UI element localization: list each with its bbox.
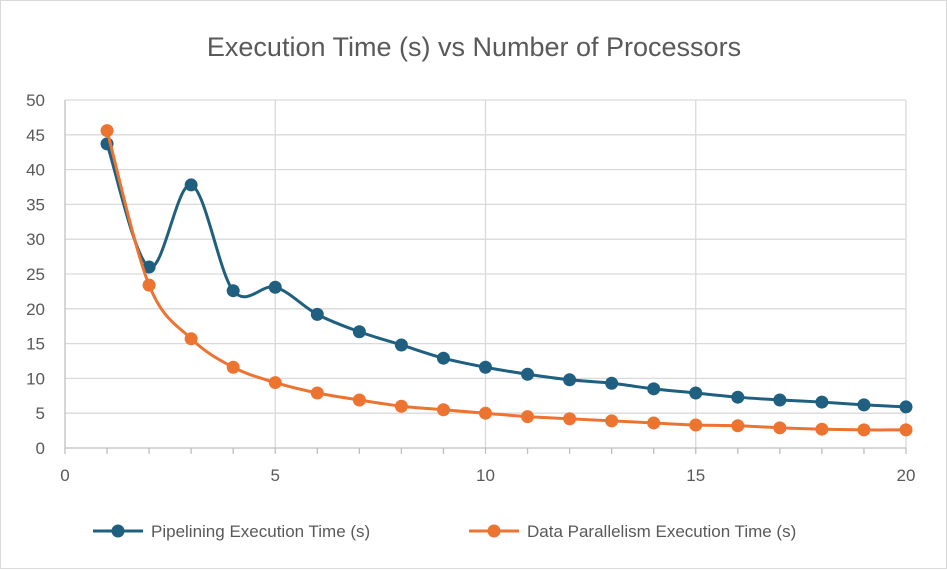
data-point-0 [815,395,829,409]
data-point-1 [899,423,913,437]
data-point-1 [394,399,408,413]
series-lines [100,124,913,437]
data-point-1 [605,414,619,428]
data-point-0 [605,376,619,390]
data-point-1 [352,393,366,407]
x-tick-label: 5 [271,466,280,485]
y-tick-label: 45 [26,126,45,145]
data-point-0 [689,386,703,400]
gridlines [65,99,907,448]
data-point-1 [563,412,577,426]
data-point-0 [647,382,661,396]
data-point-0 [773,393,787,407]
x-tick-label: 20 [897,466,916,485]
data-point-1 [479,406,492,420]
data-point-0 [563,373,577,387]
data-point-1 [857,423,871,437]
x-tick-label: 15 [686,466,705,485]
y-tick-label: 5 [36,404,45,423]
data-point-1 [436,403,450,417]
data-point-1 [184,332,198,346]
legend-label-0: Pipelining Execution Time (s) [151,522,370,541]
data-point-1 [226,360,240,374]
data-point-0 [899,400,913,414]
y-tick-label: 10 [26,369,45,388]
y-tick-label: 15 [26,335,45,354]
axes: 0 5 10 15 20 25 30 35 40 45 50 0 5 10 15 20 [26,91,915,485]
y-tick-label: 40 [26,161,45,180]
data-point-1 [521,410,535,424]
y-tick-label: 20 [26,300,45,319]
y-tick-label: 0 [36,439,45,458]
data-point-0 [184,178,198,192]
data-point-1 [268,376,282,390]
data-point-0 [731,390,745,404]
x-tick-label: 0 [60,466,69,485]
data-point-1 [689,418,703,432]
data-point-1 [310,386,324,400]
data-point-1 [142,278,156,292]
legend-label-1: Data Parallelism Execution Time (s) [527,522,796,541]
data-point-0 [479,360,492,374]
chart-title: Execution Time (s) vs Number of Processo… [207,32,741,62]
data-point-0 [268,280,282,294]
data-point-1 [773,421,787,435]
data-point-0 [226,284,240,298]
x-tick-label: 10 [476,466,495,485]
y-tick-label: 50 [26,91,45,110]
data-point-0 [857,398,871,412]
legend-marker-1 [487,524,501,538]
data-point-0 [310,307,324,321]
data-point-0 [436,351,450,365]
data-point-0 [521,367,535,381]
y-tick-label: 30 [26,230,45,249]
data-point-1 [647,416,661,430]
legend: Pipelining Execution Time (s) Data Parall… [93,522,796,541]
y-tick-label: 35 [26,195,45,214]
data-point-1 [815,422,829,436]
data-point-1 [731,419,745,433]
data-point-1 [100,124,114,138]
y-tick-label: 25 [26,265,45,284]
data-point-0 [394,338,408,352]
data-point-0 [142,260,156,274]
data-point-0 [352,325,366,339]
legend-marker-0 [111,524,125,538]
